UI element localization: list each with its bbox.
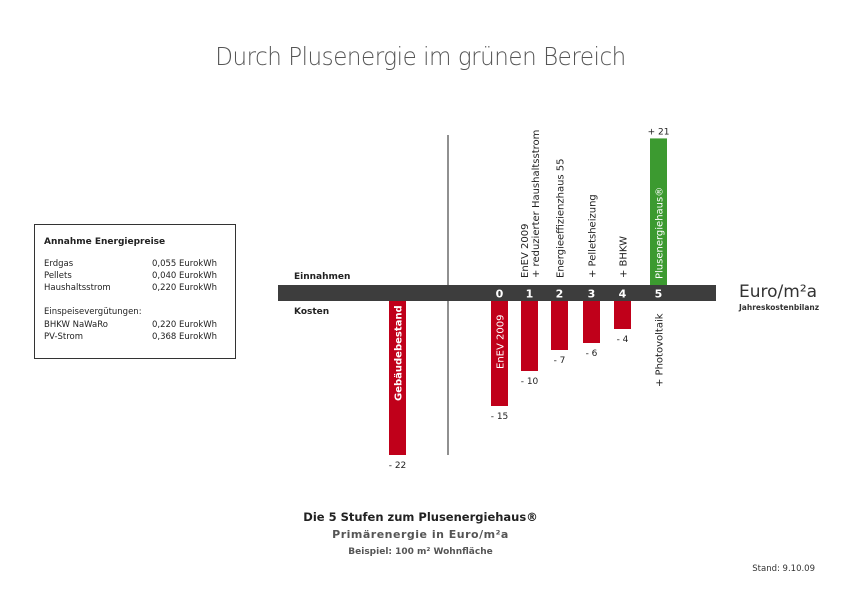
bar-stage-4	[614, 301, 631, 329]
unit-label: Euro/m²a	[739, 282, 817, 302]
price-value: 0,055 EurokWh	[152, 259, 218, 269]
top-label-stage-4: + BHKW	[619, 236, 630, 278]
price-label: Pellets	[44, 271, 72, 281]
step-number-3: 3	[588, 288, 596, 301]
chart-title: Durch Plusenergie im grünen Bereich	[215, 42, 626, 71]
value-label-stage-2: - 7	[554, 356, 566, 366]
feed-in-label: BHKW NaWaRo	[44, 320, 108, 330]
value-label-stage-5: + 21	[648, 127, 670, 137]
top-label-stage-3: + Pelletsheizung	[588, 194, 599, 278]
caption-unit: Primärenergie in Euro/m²a	[332, 528, 509, 541]
value-label-stage-0: - 15	[491, 412, 509, 422]
bar-stage-2	[551, 301, 568, 350]
bar-gebaeudebestand	[389, 301, 406, 455]
step-number-1: 1	[526, 288, 534, 301]
bar-stage-0	[491, 301, 508, 406]
value-label-stage-1: - 10	[521, 377, 539, 387]
bar-stage-3	[583, 301, 600, 343]
below-label-stage-5: + Photovoltaik	[655, 313, 666, 387]
bar-stage-5	[650, 138, 667, 285]
unit-subtitle: Jahreskostenbilanz	[738, 303, 819, 312]
step-number-4: 4	[619, 288, 627, 301]
axis-band	[278, 285, 716, 301]
top-label-stage-1: + reduzierter Haushaltsstrom	[531, 130, 542, 278]
label-kosten: Kosten	[294, 307, 329, 317]
label-einnahmen: Einnahmen	[294, 272, 350, 282]
price-label: Haushaltsstrom	[44, 283, 111, 293]
bar-label-gebaeudebestand: Gebäudebestand	[394, 305, 405, 401]
top-label-stage-2: Energieeffizienzhaus 55	[556, 158, 567, 278]
value-label-stage-4: - 4	[617, 335, 629, 345]
feed-in-label: PV-Strom	[44, 332, 84, 342]
stand-date: Stand: 9.10.09	[752, 564, 815, 574]
feed-in-value: 0,220 EurokWh	[152, 320, 218, 330]
value-label-gebaeudebestand: - 22	[389, 461, 407, 471]
bar-label-stage-5: Plusenergiehaus®	[655, 187, 666, 279]
feed-in-title: Einspeisevergütungen:	[44, 307, 142, 317]
bar-label-stage-0: EnEV 2009	[496, 315, 507, 369]
step-number-2: 2	[556, 288, 564, 301]
top-label-stage-1: EnEV 2009	[520, 224, 531, 278]
energy-price-box: Annahme Energiepreise Erdgas 0,055 Eurok…	[34, 224, 236, 359]
step-number-0: 0	[496, 288, 504, 301]
bar-stage-1	[521, 301, 538, 371]
caption-example: Beispiel: 100 m² Wohnfläche	[348, 547, 493, 557]
step-number-5: 5	[655, 288, 663, 301]
price-label: Erdgas	[44, 259, 74, 269]
feed-in-value: 0,368 EurokWh	[152, 332, 218, 342]
caption-stages: Die 5 Stufen zum Plusenergiehaus®	[303, 510, 538, 524]
value-label-stage-3: - 6	[586, 349, 598, 359]
price-value: 0,220 EurokWh	[152, 283, 218, 293]
price-box-title: Annahme Energiepreise	[44, 237, 166, 247]
price-value: 0,040 EurokWh	[152, 271, 218, 281]
